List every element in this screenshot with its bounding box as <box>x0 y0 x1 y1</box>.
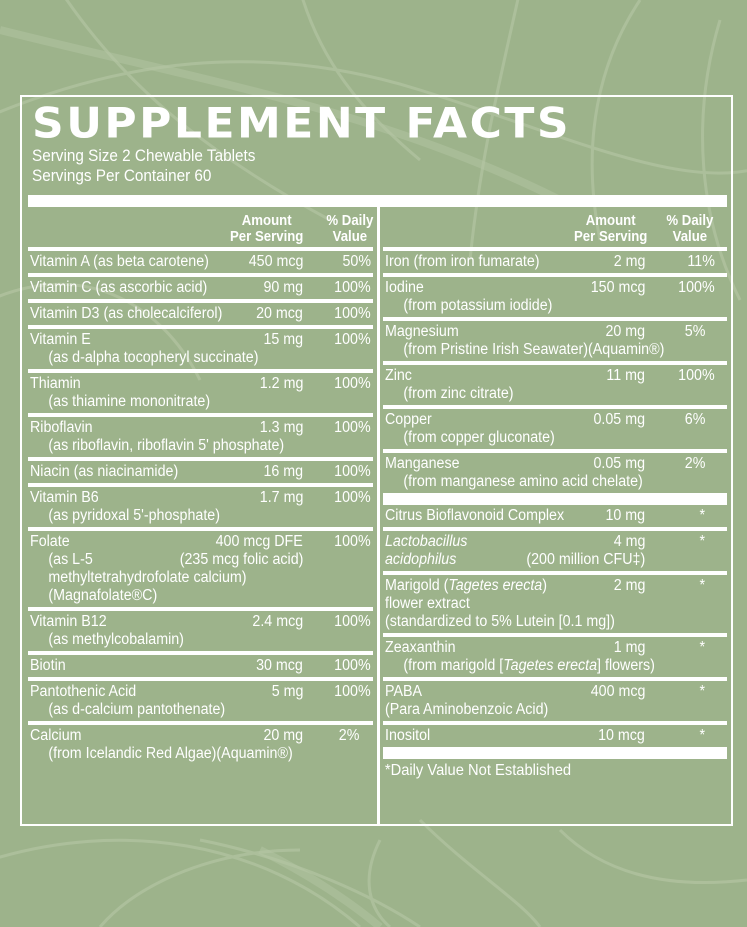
nutrient-row-thiamin: Thiamin (as thiamine mononitrate) 1.2 mg… <box>30 375 371 410</box>
nutrient-row-vitamin-b12: Vitamin B12 (as methylcobalamin) 2.4 mcg… <box>30 613 371 648</box>
amount-header: Amount Per Serving <box>229 212 303 245</box>
row-divider <box>28 247 373 251</box>
serving-size: Serving Size 2 Chewable Tablets <box>32 146 256 165</box>
nutrient-row-marigold: Marigold (Tagetes erecta) flower extract… <box>385 577 705 630</box>
row-divider <box>28 527 373 531</box>
nutrient-row-iron: Iron (from iron fumarate) 2 mg 11% <box>385 253 715 270</box>
row-divider <box>383 633 727 637</box>
row-divider <box>383 405 727 409</box>
thick-section-divider <box>383 493 727 505</box>
row-divider <box>383 317 727 321</box>
row-divider <box>28 325 373 329</box>
row-divider <box>28 369 373 373</box>
row-divider <box>383 449 727 453</box>
column-header: Amount Per Serving % Daily Value <box>28 207 373 247</box>
thick-divider <box>28 195 727 207</box>
row-divider <box>28 721 373 725</box>
row-divider <box>383 273 727 277</box>
supplement-facts-panel: SUPPLEMENT FACTS Serving Size 2 Chewable… <box>20 95 733 826</box>
daily-value-footnote: *Daily Value Not Established <box>384 762 572 779</box>
serving-info: Serving Size 2 Chewable Tablets Servings… <box>32 146 255 186</box>
nutrient-row-riboflavin: Riboflavin (as riboflavin, riboflavin 5'… <box>30 419 371 454</box>
row-divider <box>383 361 727 365</box>
row-divider <box>28 677 373 681</box>
nutrient-row-vitamin-b6: Vitamin B6 (as pyridoxal 5'-phosphate) 1… <box>30 489 371 524</box>
daily-value-header: % Daily Value <box>326 212 373 245</box>
nutrient-row-manganese: Manganese (from manganese amino acid che… <box>385 455 705 490</box>
column-header: Amount Per Serving % Daily Value <box>383 207 727 247</box>
nutrient-row-zeaxanthin: Zeaxanthin (from marigold [Tagetes erect… <box>385 639 705 674</box>
row-divider <box>383 677 727 681</box>
left-nutrient-column: Amount Per Serving % Daily Value Vitamin… <box>28 207 373 824</box>
nutrient-row-magnesium: Magnesium (from Pristine Irish Seawater)… <box>385 323 705 358</box>
row-divider <box>28 413 373 417</box>
nutrient-row-inositol: Inositol 10 mcg * <box>385 727 705 744</box>
nutrient-row-zinc: Zinc (from zinc citrate) 11 mg 100% <box>385 367 715 402</box>
nutrient-row-biotin: Biotin 30 mcg 100% <box>30 657 371 674</box>
nutrient-row-niacin: Niacin (as niacinamide) 16 mg 100% <box>30 463 371 480</box>
column-divider <box>377 207 380 824</box>
row-divider <box>383 721 727 725</box>
daily-value-header: % Daily Value <box>666 212 713 245</box>
row-divider <box>28 273 373 277</box>
amount-header: Amount Per Serving <box>573 212 647 245</box>
nutrient-row-iodine: Iodine (from potassium iodide) 150 mcg 1… <box>385 279 715 314</box>
nutrient-row-vitamin-a: Vitamin A (as beta carotene) 450 mcg 50% <box>30 253 371 270</box>
nutrient-row-vitamin-c: Vitamin C (as ascorbic acid) 90 mg 100% <box>30 279 371 296</box>
right-nutrient-column: Amount Per Serving % Daily Value Iron (f… <box>383 207 727 824</box>
row-divider <box>383 247 727 251</box>
nutrient-row-pantothenic-acid: Pantothenic Acid (as d-calcium pantothen… <box>30 683 371 718</box>
servings-per-container: Servings Per Container 60 <box>32 166 212 185</box>
nutrient-row-copper: Copper (from copper gluconate) 0.05 mg 6… <box>385 411 705 446</box>
row-divider <box>28 607 373 611</box>
nutrient-row-lactobacillus: Lactobacillus acidophilus 4 mg (200 mill… <box>385 533 705 568</box>
thick-section-divider <box>383 747 727 759</box>
row-divider <box>28 299 373 303</box>
nutrient-row-vitamin-d3: Vitamin D3 (as cholecalciferol) 20 mcg 1… <box>30 305 371 322</box>
row-divider <box>383 527 727 531</box>
row-divider <box>28 457 373 461</box>
row-divider <box>383 571 727 575</box>
row-divider <box>28 483 373 487</box>
row-divider <box>28 651 373 655</box>
nutrient-row-citrus-bioflavonoid: Citrus Bioflavonoid Complex 10 mg * <box>385 507 705 524</box>
nutrient-row-vitamin-e: Vitamin E (as d-alpha tocopheryl succina… <box>30 331 371 366</box>
nutrient-row-calcium: Calcium (from Icelandic Red Algae)(Aquam… <box>30 727 359 762</box>
nutrient-row-folate: Folate (as L-5 methyltetrahydrofolate ca… <box>30 533 371 604</box>
label-title: SUPPLEMENT FACTS <box>32 99 572 148</box>
nutrient-row-paba: PABA (Para Aminobenzoic Acid) 400 mcg * <box>385 683 705 718</box>
